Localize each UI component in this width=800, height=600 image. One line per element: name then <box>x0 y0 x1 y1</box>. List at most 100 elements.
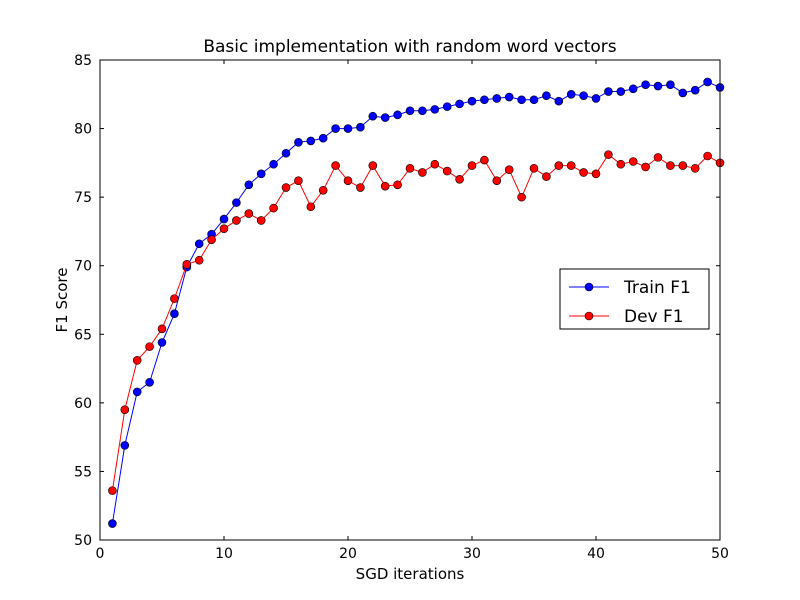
data-point <box>244 180 254 190</box>
data-point <box>628 84 638 94</box>
data-point <box>542 91 551 100</box>
data-point <box>306 202 316 212</box>
data-point <box>182 260 192 269</box>
x-tick-label: 10 <box>215 546 233 562</box>
data-point <box>393 180 402 190</box>
data-point <box>480 155 489 165</box>
data-point <box>368 111 378 121</box>
data-point <box>517 95 526 105</box>
data-point <box>380 113 390 122</box>
data-point <box>678 88 688 98</box>
data-point <box>256 169 266 179</box>
data-point <box>604 87 613 96</box>
data-point <box>145 377 154 387</box>
data-point <box>281 183 291 192</box>
chart-title: Basic implementation with random word ve… <box>203 37 616 57</box>
data-point <box>529 95 539 105</box>
data-point <box>356 122 365 132</box>
y-tick-label: 50 <box>74 533 92 549</box>
data-point <box>120 405 130 415</box>
data-point <box>529 164 539 173</box>
y-axis-label: F1 Score <box>53 268 71 333</box>
data-point <box>492 94 502 103</box>
data-point <box>492 176 502 185</box>
data-point <box>628 157 638 166</box>
data-point <box>306 136 316 146</box>
data-point <box>269 203 278 213</box>
legend-label: Train F1 <box>623 278 691 298</box>
data-point <box>145 342 154 351</box>
data-point <box>157 338 167 347</box>
x-tick-label: 40 <box>587 546 605 562</box>
data-point <box>219 214 229 224</box>
data-point <box>554 96 564 106</box>
legend-marker <box>584 311 594 321</box>
x-tick-label: 50 <box>711 546 729 562</box>
data-point <box>294 176 303 185</box>
data-point <box>418 106 427 116</box>
data-point <box>356 183 365 192</box>
data-point <box>108 486 117 495</box>
data-point <box>368 161 378 170</box>
legend-entries: Train F1 Dev F1 <box>569 278 691 327</box>
plot-frame <box>99 59 721 541</box>
data-point <box>455 175 464 184</box>
data-point <box>170 294 179 303</box>
data-point <box>194 255 204 265</box>
data-point <box>678 161 688 170</box>
data-point <box>703 151 712 161</box>
data-point <box>554 161 564 170</box>
data-point <box>281 148 291 158</box>
data-point <box>343 124 353 133</box>
data-point <box>120 441 130 450</box>
data-point <box>219 224 229 233</box>
data-point <box>418 168 427 177</box>
data-point <box>690 164 700 173</box>
data-point <box>591 94 601 103</box>
data-point <box>566 89 576 99</box>
data-point <box>405 106 415 116</box>
data-point <box>455 99 464 109</box>
data-point <box>430 159 440 169</box>
data-point <box>690 85 700 95</box>
data-point <box>579 91 588 100</box>
data-point <box>269 159 278 169</box>
data-point <box>170 309 179 319</box>
legend-entry: Dev F1 <box>569 307 684 327</box>
data-point <box>591 169 601 179</box>
data-point <box>380 181 390 191</box>
data-point <box>108 519 117 528</box>
plot-area: 0 10 20 30 40 50 50 55 60 65 70 75 80 85 <box>74 53 729 562</box>
legend: Train F1 Dev F1 <box>559 268 710 330</box>
x-tick-label: 0 <box>96 546 105 562</box>
data-point <box>318 133 328 143</box>
y-tick-label: 85 <box>74 53 92 69</box>
data-point <box>579 168 588 177</box>
data-point <box>542 172 551 181</box>
x-tick-label: 20 <box>339 546 357 562</box>
series-layer <box>108 77 725 528</box>
x-axis-label: SGD iterations <box>356 565 465 583</box>
data-point <box>132 387 142 397</box>
data-point <box>604 150 613 159</box>
data-point <box>244 209 254 218</box>
data-point <box>157 324 167 334</box>
data-point <box>132 356 142 365</box>
data-point <box>703 77 712 87</box>
data-point <box>666 80 675 89</box>
data-point <box>517 192 526 202</box>
data-point <box>232 198 241 207</box>
data-point <box>666 161 675 170</box>
y-tick-label: 80 <box>74 122 92 138</box>
y-tick-label: 60 <box>74 396 92 412</box>
data-point <box>653 153 663 162</box>
legend-box <box>559 268 710 330</box>
data-point <box>504 92 514 102</box>
data-point <box>194 239 204 249</box>
x-tick-label: 30 <box>463 546 481 562</box>
data-point <box>405 164 415 173</box>
y-tick-label: 75 <box>74 190 92 206</box>
data-point <box>343 176 353 185</box>
legend-marker <box>584 282 594 292</box>
